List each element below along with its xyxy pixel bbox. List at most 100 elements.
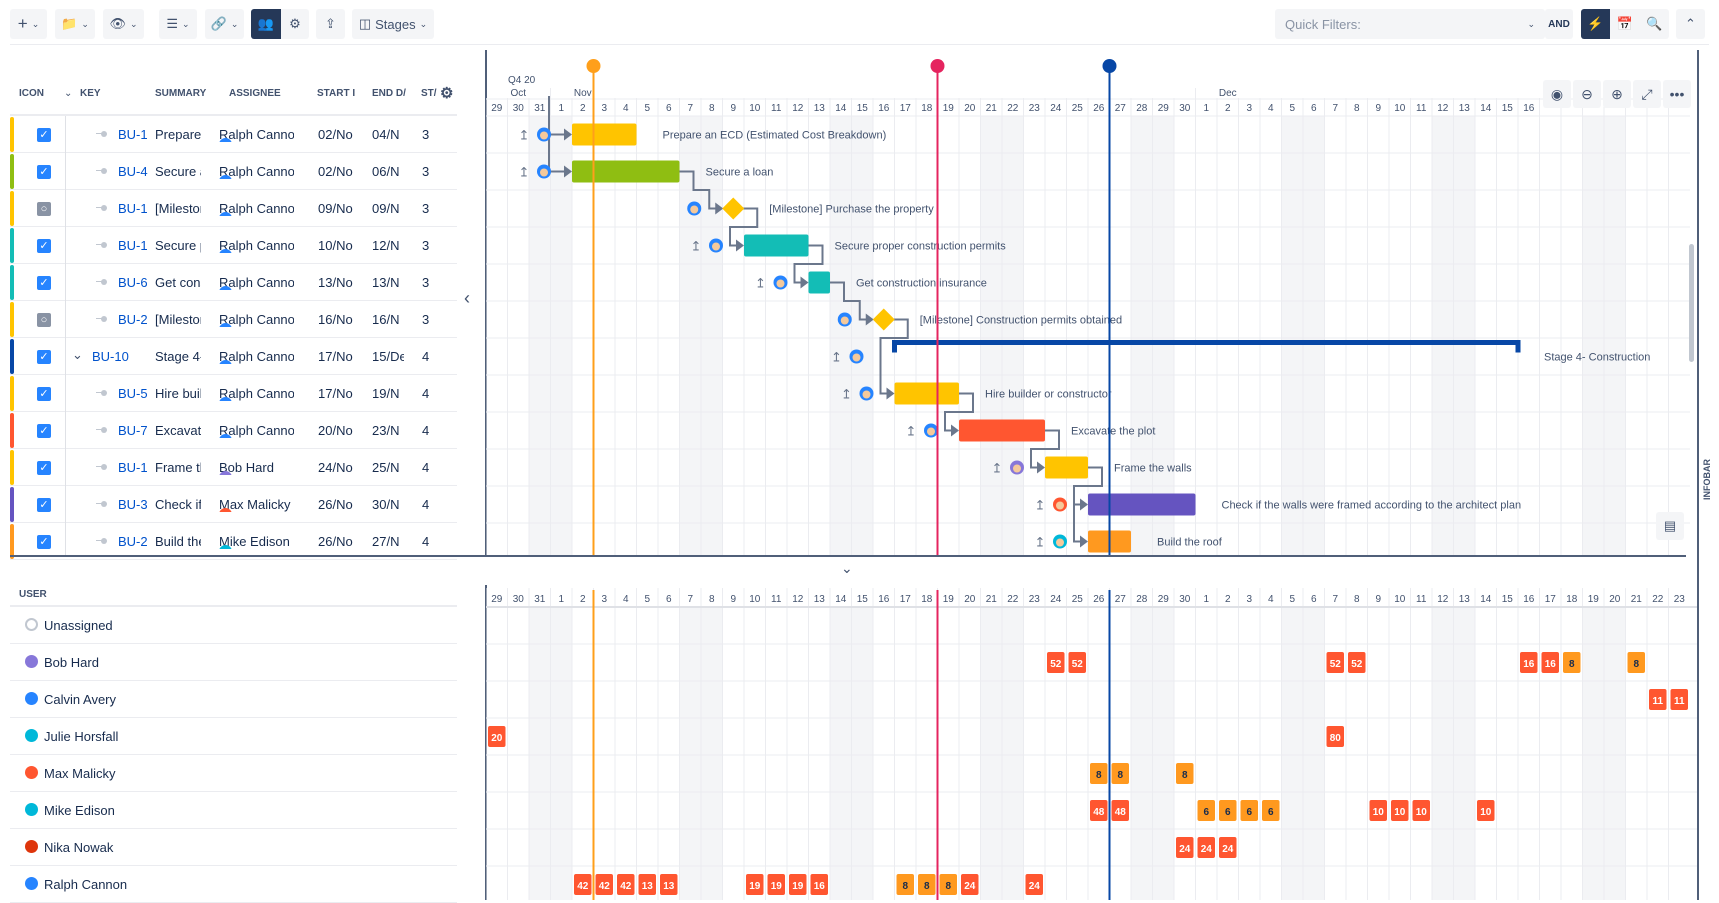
col-start-date[interactable]: START I: [317, 88, 356, 99]
issue-key-link[interactable]: BU-1: [118, 238, 148, 253]
issue-key-link[interactable]: BU-4: [118, 164, 148, 179]
avatar-face: [540, 168, 548, 177]
user-row[interactable]: Calvin Avery: [10, 681, 457, 718]
view-button[interactable]: 👁 ⌄: [103, 9, 144, 39]
task-bar[interactable]: [808, 271, 831, 294]
checkbox-icon[interactable]: ✓: [37, 128, 51, 142]
folder-button[interactable]: 📁 ⌄: [55, 9, 95, 39]
more-button[interactable]: •••: [1663, 80, 1691, 108]
col-status[interactable]: ST/: [421, 88, 437, 99]
collapse-toolbar-button[interactable]: ⌃: [1676, 9, 1705, 39]
date-marker-handle[interactable]: [1102, 59, 1117, 73]
user-row[interactable]: Max Malicky: [10, 755, 457, 792]
checkbox-icon[interactable]: ✓: [37, 461, 51, 475]
settings-button[interactable]: ⚙: [281, 9, 309, 39]
day-label: 8: [709, 594, 715, 605]
checkbox-icon[interactable]: ✓: [37, 165, 51, 179]
calendar-button[interactable]: 📅: [1610, 9, 1640, 39]
user-row[interactable]: Julie Horsfall: [10, 718, 457, 755]
gear-icon[interactable]: ⚙: [440, 85, 454, 102]
issue-key-link[interactable]: BU-5: [118, 386, 148, 401]
task-bar[interactable]: [959, 419, 1045, 442]
issue-key-link[interactable]: BU-10: [92, 349, 129, 364]
table-row[interactable]: ✓ BU-1 Frame the walls Bob Hard 24/No 25/N 4: [10, 449, 457, 486]
chevron-down-icon[interactable]: ⌄: [841, 560, 853, 576]
milestone-icon[interactable]: ○: [37, 202, 51, 216]
workload-badge: [1176, 837, 1194, 858]
user-row[interactable]: Bob Hard: [10, 644, 457, 681]
issue-key-link[interactable]: BU-2: [118, 534, 148, 549]
checkbox-icon[interactable]: ✓: [37, 350, 51, 364]
table-row[interactable]: ✓ BU-4 Secure a loan Ralph Cannon 02/No 06/N 3: [10, 153, 457, 190]
infobar-toggle[interactable]: INFOBAR: [1702, 459, 1712, 500]
day-label: 22: [1007, 103, 1019, 114]
task-bar[interactable]: [1045, 456, 1088, 479]
checkbox-icon[interactable]: ✓: [37, 498, 51, 512]
weekend-shade: [1604, 607, 1626, 900]
date-marker-handle[interactable]: [586, 59, 601, 73]
map-button[interactable]: ▤: [1656, 512, 1684, 540]
col-assignee[interactable]: ASSIGNEE: [229, 88, 281, 99]
chevron-down-icon[interactable]: ⌄: [72, 347, 83, 362]
lightning-button[interactable]: ⚡: [1581, 9, 1610, 39]
checkbox-icon[interactable]: ✓: [37, 387, 51, 401]
search-button[interactable]: 🔍: [1640, 9, 1669, 39]
checkbox-icon[interactable]: ✓: [37, 276, 51, 290]
day-label: 15: [1502, 103, 1514, 114]
user-row[interactable]: Mike Edison: [10, 792, 457, 829]
expand-button[interactable]: ⤢: [1633, 80, 1661, 108]
task-bar[interactable]: [572, 123, 637, 146]
table-row[interactable]: ○ BU-1 [Milestone] Purchase the property Ra…: [10, 190, 457, 227]
issue-key-link[interactable]: BU-2: [118, 312, 148, 327]
list-button[interactable]: ☰ ⌄: [159, 9, 197, 39]
checkbox-icon[interactable]: ✓: [37, 424, 51, 438]
and-toggle[interactable]: AND: [1545, 9, 1573, 39]
table-row[interactable]: ✓ BU-3 Check if the walls were framed acco…: [10, 486, 457, 523]
checkbox-icon[interactable]: ✓: [37, 535, 51, 549]
table-row[interactable]: ✓ BU-6 Get construction insurance Ralph Can…: [10, 264, 457, 301]
upload-icon: ↥: [519, 165, 530, 180]
table-row[interactable]: ✓ BU-5 Hire builder or constructor Ralph Ca…: [10, 375, 457, 412]
day-label: 14: [835, 594, 847, 605]
user-row[interactable]: Ralph Cannon: [10, 866, 457, 903]
issue-key-link[interactable]: BU-1: [118, 201, 148, 216]
task-bar[interactable]: [572, 160, 680, 183]
col-icon[interactable]: ICON: [19, 88, 44, 99]
stages-dropdown[interactable]: ◫ Stages ⌄: [352, 9, 434, 39]
col-key[interactable]: KEY: [80, 88, 101, 99]
date-marker-handle[interactable]: [930, 59, 945, 73]
table-row[interactable]: ✓ BU-2 Build the roof Mike Edison 26/No 27/N 4: [10, 523, 457, 560]
issue-key-link[interactable]: BU-1: [118, 127, 148, 142]
issue-key-link[interactable]: BU-7: [118, 423, 148, 438]
issue-key-link[interactable]: BU-6: [118, 275, 148, 290]
checkbox-icon[interactable]: ✓: [37, 239, 51, 253]
quick-filters-select[interactable]: Quick Filters: ⌄: [1275, 9, 1545, 39]
table-row[interactable]: ○ BU-2 [Milestone] Construction permits ob…: [10, 301, 457, 338]
table-row[interactable]: ✓ BU-1 Secure proper construction permits R…: [10, 227, 457, 264]
team-button[interactable]: 👥: [251, 9, 281, 39]
issue-key-link[interactable]: BU-3: [118, 497, 148, 512]
task-bar[interactable]: [1088, 493, 1196, 516]
milestone-icon[interactable]: ○: [37, 313, 51, 327]
create-button[interactable]: + ⌄: [10, 9, 47, 39]
table-row[interactable]: ✓ ⌄ BU-10 Stage 4- Construction Ralph Cannon…: [10, 338, 457, 375]
panel-splitter[interactable]: [10, 555, 1686, 557]
table-row[interactable]: ✓ BU-7 Excavate the plot Ralph Cannon 20/No 2…: [10, 412, 457, 449]
target-button[interactable]: ◉: [1543, 80, 1571, 108]
export-button[interactable]: ⇪: [316, 9, 345, 39]
chevron-down-icon[interactable]: ⌄: [64, 88, 73, 99]
user-row[interactable]: Unassigned: [10, 607, 457, 644]
collapse-left-icon[interactable]: ‹: [464, 288, 470, 308]
user-row[interactable]: Nika Nowak: [10, 829, 457, 866]
zoom-in-button[interactable]: ⊕: [1603, 80, 1631, 108]
col-end-date[interactable]: END D/: [372, 88, 406, 99]
task-bar[interactable]: [894, 382, 960, 405]
task-bar[interactable]: [744, 234, 809, 257]
col-summary[interactable]: SUMMARY: [155, 88, 207, 99]
issue-key-link[interactable]: BU-1: [118, 460, 148, 475]
plus-icon: +: [17, 14, 28, 33]
zoom-out-button[interactable]: ⊖: [1573, 80, 1601, 108]
link-button[interactable]: 🔗 ⌄: [205, 9, 244, 39]
scrollbar[interactable]: [1689, 244, 1694, 362]
table-row[interactable]: ✓ BU-1 Prepare an ECD (Estimated Cost Brea…: [10, 116, 457, 153]
